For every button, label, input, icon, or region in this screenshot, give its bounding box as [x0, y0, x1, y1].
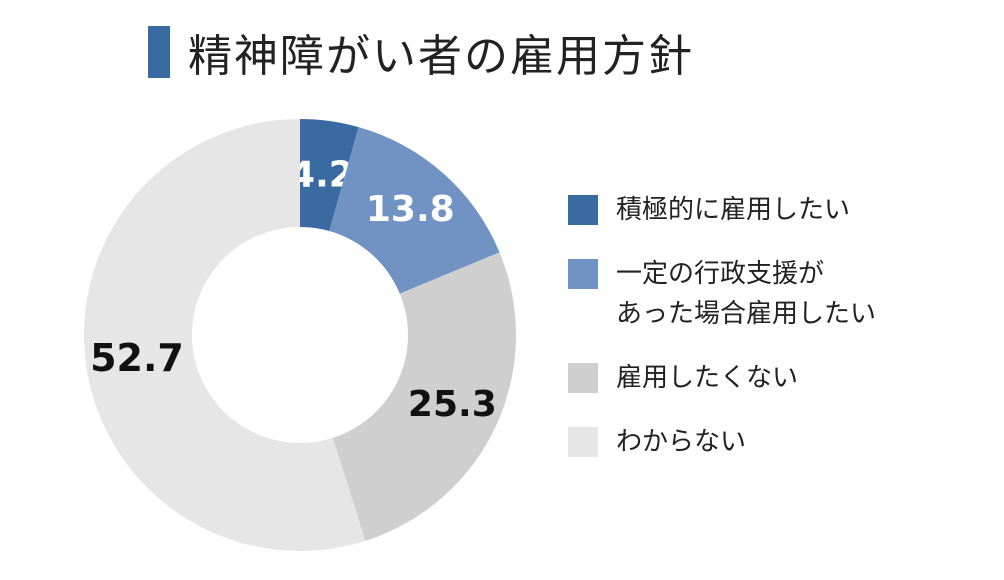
slice-value-label: 25.3: [408, 384, 497, 425]
slice-value-label: 13.8: [366, 189, 455, 230]
legend-item: わからない: [568, 422, 988, 462]
legend-label: わからない: [616, 427, 747, 457]
legend-swatch: [568, 363, 598, 393]
legend-item: 一定の行政支援が あった場合雇用したい: [568, 254, 988, 334]
chart-title: 精神障がい者の雇用方針: [148, 22, 694, 82]
title-accent-bar: [148, 26, 170, 78]
donut-slice: [300, 119, 359, 232]
legend-label: 雇用したくない: [616, 363, 799, 393]
legend-item: 雇用したくない: [568, 358, 988, 398]
legend-swatch: [568, 259, 598, 289]
donut-slice: [329, 127, 500, 294]
legend-swatch: [568, 195, 598, 225]
donut-slice: [332, 252, 516, 541]
legend-swatch: [568, 427, 598, 457]
page-title: 精神障がい者の雇用方針: [188, 31, 694, 82]
legend-label: 一定の行政支援が あった場合雇用したい: [616, 259, 877, 329]
legend-item: 積極的に雇用したい: [568, 190, 988, 230]
donut-slice: [83, 119, 366, 551]
slice-value-label: 52.7: [90, 336, 184, 380]
chart-legend: 積極的に雇用したい 一定の行政支援が あった場合雇用したい 雇用したくない わか…: [568, 190, 988, 486]
legend-label: 積極的に雇用したい: [616, 195, 851, 225]
donut-chart: 4.213.825.352.7: [83, 119, 516, 551]
